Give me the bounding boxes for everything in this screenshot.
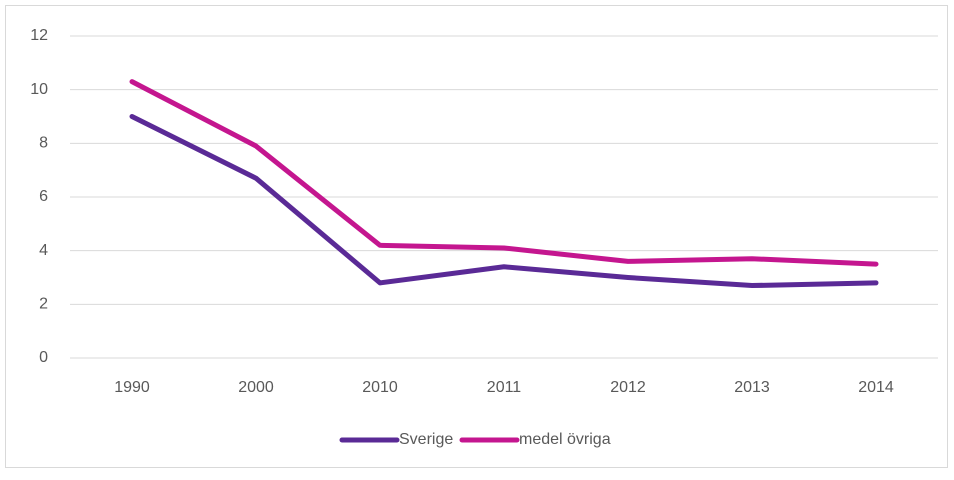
x-tick-label: 1990 [114,379,150,396]
x-tick-label: 2014 [858,379,894,396]
y-tick-label: 6 [39,188,48,205]
x-tick-label: 2011 [487,379,522,396]
x-tick-label: 2000 [238,379,274,396]
y-tick-label: 0 [39,349,48,366]
y-tick-label: 8 [39,135,48,152]
x-tick-label: 2012 [610,379,646,396]
x-tick-label: 2013 [734,379,770,396]
y-tick-label: 2 [39,296,48,313]
y-tick-label: 4 [39,242,48,259]
legend-label: medel övriga [519,431,611,448]
chart-border [5,5,948,468]
x-tick-label: 2010 [362,379,398,396]
y-tick-label: 10 [30,81,48,98]
y-tick-label: 12 [30,27,48,44]
legend-label: Sverige [399,431,453,448]
series-line [129,114,879,289]
series-line [129,79,879,267]
